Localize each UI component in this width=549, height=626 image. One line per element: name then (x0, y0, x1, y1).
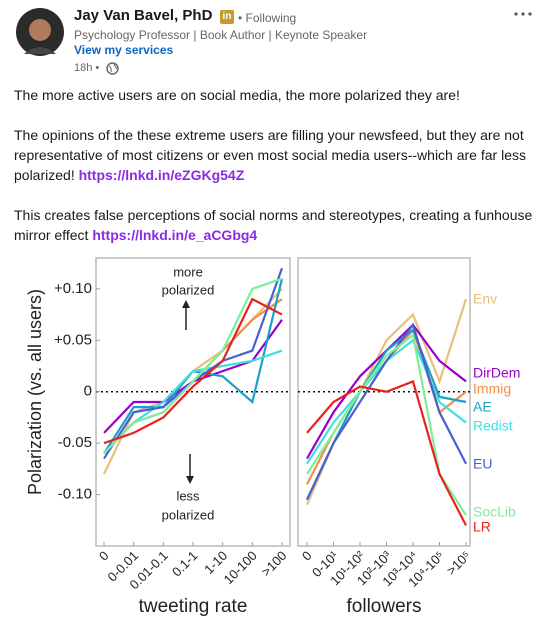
paragraph: The more active users are on social medi… (14, 85, 536, 105)
annotation: polarized (162, 507, 215, 522)
y-tick-label: +0.05 (54, 331, 92, 348)
x-tick-label: 0 (96, 548, 112, 564)
y-tick-label: -0.10 (58, 486, 92, 503)
author-name[interactable]: Jay Van Bavel, PhD (74, 7, 213, 24)
following[interactable]: • Following (238, 11, 297, 25)
x-tick-label: 0 (299, 548, 315, 564)
plot-frame (297, 257, 471, 547)
x-tick-label: 10-100 (221, 548, 260, 587)
series-line (103, 277, 283, 455)
annotation: more (173, 264, 203, 279)
series-line (306, 379, 467, 526)
series-label: EU (473, 456, 492, 472)
x-tick-label: >10⁵ (444, 548, 474, 578)
badge: in (220, 10, 234, 24)
arrow-head (182, 300, 190, 308)
series-line (103, 298, 283, 455)
series-label: Env (473, 291, 497, 307)
y-tick-label: 0 (84, 383, 92, 400)
x-tick-label: 0.1-1 (169, 548, 201, 580)
series-line (306, 322, 467, 501)
series-label: LR (473, 519, 491, 535)
y-tick-label: +0.10 (54, 280, 92, 297)
series-line (103, 297, 283, 445)
link[interactable]: https://lnkd.in/e_aCGbg4 (92, 227, 258, 243)
y-axis-title: Polarization (vs. all users) (25, 289, 45, 495)
link[interactable]: https://lnkd.in/eZGKg54Z (78, 167, 245, 183)
globe-icon (106, 62, 119, 75)
series-label: Immig (473, 381, 511, 397)
post-time: 18h • (74, 62, 100, 74)
text: The opinions of the these extreme users … (14, 127, 526, 183)
annotation: less (176, 488, 200, 503)
post-body: The more active users are on social medi… (14, 85, 536, 265)
text: This creates false perceptions of social… (14, 207, 533, 243)
headline: Psychology Professor | Book Author | Key… (74, 28, 368, 42)
y-tick-label: -0.05 (58, 434, 92, 451)
series-line (103, 349, 283, 455)
avatar[interactable] (16, 8, 64, 56)
x-axis-title: tweeting rate (139, 596, 248, 617)
x-axis-title: followers (347, 596, 422, 617)
arrow-head (186, 476, 194, 484)
services-link[interactable]: View my services (74, 43, 174, 57)
series-line (305, 298, 468, 506)
series-line (306, 327, 467, 485)
paragraph: This creates false perceptions of social… (14, 205, 536, 245)
series-line (306, 338, 467, 465)
series-label: DirDem (473, 365, 520, 381)
chart-image: +0.10+0.050-0.05-0.1000-0.010.01-0.10.1-… (25, 257, 520, 617)
more-menu[interactable] (512, 8, 534, 20)
x-tick-label: >100 (258, 548, 289, 579)
annotation: polarized (162, 282, 215, 297)
series-label: Redist (473, 418, 513, 434)
series-label: AE (473, 399, 492, 415)
text: The more active users are on social medi… (14, 87, 460, 103)
series-label: SocLib (473, 504, 516, 520)
paragraph: The opinions of the these extreme users … (14, 125, 536, 185)
